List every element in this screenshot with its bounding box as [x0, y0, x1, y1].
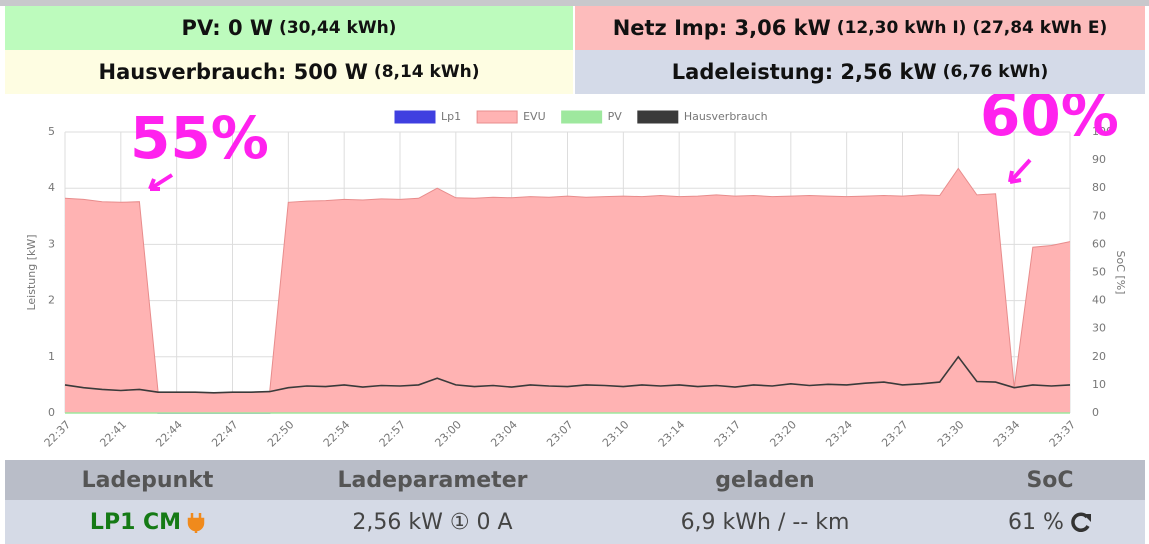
- y2-tick-label: 100: [1092, 125, 1113, 138]
- x-tick-label: 23:24: [823, 418, 855, 450]
- y2-tick-label: 20: [1092, 350, 1106, 363]
- x-tick-label: 23:20: [767, 418, 799, 450]
- x-tick-label: 23:00: [432, 418, 464, 450]
- table-cell: 6,9 kWh / -- km: [575, 500, 955, 544]
- y-tick-label: 5: [48, 125, 55, 138]
- x-tick-label: 23:37: [1047, 418, 1079, 450]
- house-detail: (8,14 kWh): [373, 62, 480, 82]
- x-tick-label: 22:57: [377, 418, 409, 450]
- x-tick-label: 23:14: [656, 418, 688, 450]
- y2-axis-label: SoC [%]: [1114, 251, 1127, 295]
- y2-tick-label: 0: [1092, 406, 1099, 419]
- legend-label: EVU: [523, 110, 546, 123]
- soc-value: 61 %: [1008, 509, 1064, 535]
- legend-swatch: [394, 110, 436, 124]
- annotation-arrow: [148, 173, 174, 191]
- y2-tick-label: 50: [1092, 266, 1106, 279]
- y-tick-label: 1: [48, 350, 55, 363]
- legend-label: PV: [608, 110, 623, 123]
- table-cell: LP1 CM: [5, 500, 290, 544]
- y-tick-label: 4: [48, 181, 55, 194]
- x-tick-label: 23:27: [879, 418, 911, 450]
- top-bar: [0, 0, 1149, 6]
- x-tick-label: 22:54: [321, 418, 353, 450]
- x-tick-label: 22:37: [42, 418, 74, 450]
- y-tick-label: 0: [48, 406, 55, 419]
- pv-label: PV: 0 W: [181, 16, 274, 40]
- legend-swatch: [561, 110, 603, 124]
- charge-detail: (6,76 kWh): [942, 62, 1049, 82]
- x-tick-label: 23:04: [488, 418, 520, 450]
- y-tick-label: 3: [48, 237, 55, 250]
- y2-tick-label: 30: [1092, 322, 1106, 335]
- y2-tick-label: 80: [1092, 181, 1106, 194]
- x-tick-label: 23:17: [712, 418, 744, 450]
- series-area: [65, 168, 1070, 413]
- annotation: 60%: [980, 94, 1119, 149]
- y2-tick-label: 40: [1092, 294, 1106, 307]
- x-tick-label: 23:30: [935, 418, 967, 450]
- house-label: Hausverbrauch: 500 W: [98, 60, 368, 84]
- x-tick-label: 22:47: [209, 418, 241, 450]
- pv-box: PV: 0 W (30,44 kWh): [5, 6, 573, 50]
- table-cell: 61 %: [955, 500, 1145, 544]
- y-tick-label: 2: [48, 294, 55, 307]
- annotation-arrow: [1008, 158, 1032, 184]
- x-tick-label: 23:07: [544, 418, 576, 450]
- y2-tick-label: 70: [1092, 209, 1106, 222]
- plug-icon: [187, 513, 205, 533]
- table-cell: 2,56 kW ① 0 A: [290, 500, 575, 544]
- y-axis-label: Leistung [kW]: [25, 234, 38, 310]
- annotation: 55%: [130, 104, 269, 172]
- table-header: Ladepunkt: [5, 460, 290, 500]
- refresh-icon[interactable]: [1070, 511, 1092, 533]
- charge-box: Ladeleistung: 2,56 kW (6,76 kWh): [575, 50, 1145, 94]
- legend-swatch: [637, 110, 679, 124]
- legend-label: Lp1: [441, 110, 461, 123]
- pv-detail: (30,44 kWh): [279, 18, 397, 38]
- x-tick-label: 23:10: [600, 418, 632, 450]
- x-tick-label: 22:41: [97, 418, 129, 450]
- series-line: [64, 355, 1071, 394]
- legend-swatch: [476, 110, 518, 124]
- y2-tick-label: 60: [1092, 237, 1106, 250]
- x-tick-label: 22:44: [153, 418, 185, 450]
- legend-label: Hausverbrauch: [684, 110, 768, 123]
- y2-tick-label: 10: [1092, 378, 1106, 391]
- charge-label: Ladeleistung: 2,56 kW: [671, 60, 937, 84]
- house-box: Hausverbrauch: 500 W (8,14 kWh): [5, 50, 573, 94]
- x-tick-label: 23:34: [991, 418, 1023, 450]
- grid-label: Netz Imp: 3,06 kW: [612, 16, 831, 40]
- table-header: SoC: [955, 460, 1145, 500]
- grid-detail: (12,30 kWh I) (27,84 kWh E): [836, 18, 1108, 38]
- grid-box: Netz Imp: 3,06 kW (12,30 kWh I) (27,84 kW…: [575, 6, 1145, 50]
- x-tick-label: 22:50: [265, 418, 297, 450]
- lp-name[interactable]: LP1 CM: [89, 509, 182, 535]
- table-header: geladen: [575, 460, 955, 500]
- y2-tick-label: 90: [1092, 153, 1106, 166]
- table-header: Ladeparameter: [290, 460, 575, 500]
